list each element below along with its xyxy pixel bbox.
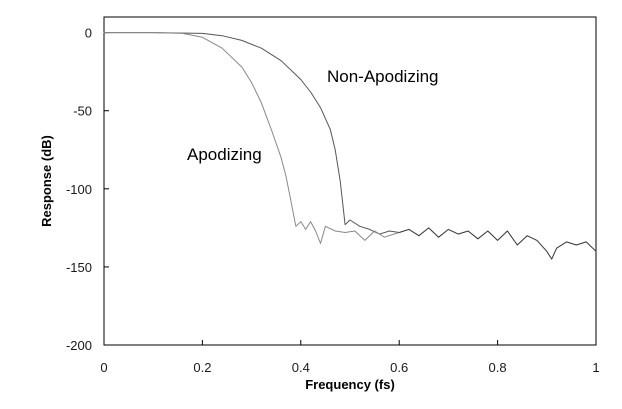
y-tick-label: -100 — [66, 182, 92, 197]
x-tick-label: 0.6 — [390, 360, 408, 375]
y-tick-label: -50 — [73, 104, 92, 119]
y-axis: 0 -50 -100 -150 -200 — [66, 26, 109, 353]
x-tick-label: 1 — [592, 360, 599, 375]
annotation-apodizing: Apodizing — [187, 145, 262, 164]
series-line-non-apodizing — [103, 32, 400, 235]
series-line-combined-tail — [398, 227, 597, 260]
annotation-non-apodizing: Non-Apodizing — [327, 67, 439, 86]
x-axis-title: Frequency (fs) — [305, 377, 395, 392]
y-tick-label: 0 — [85, 26, 92, 41]
plot-frame — [103, 16, 597, 346]
x-tick-label: 0 — [100, 360, 107, 375]
x-tick-label: 0.2 — [193, 360, 211, 375]
series-line-apodizing — [103, 32, 400, 244]
y-tick-label: -150 — [66, 260, 92, 275]
x-tick-label: 0.8 — [489, 360, 507, 375]
y-axis-title: Response (dB) — [39, 135, 54, 227]
x-axis: 0 0.2 0.4 0.6 0.8 1 — [100, 340, 600, 375]
x-tick-label: 0.4 — [292, 360, 310, 375]
y-tick-label: -200 — [66, 338, 92, 353]
series-layer — [103, 32, 597, 260]
